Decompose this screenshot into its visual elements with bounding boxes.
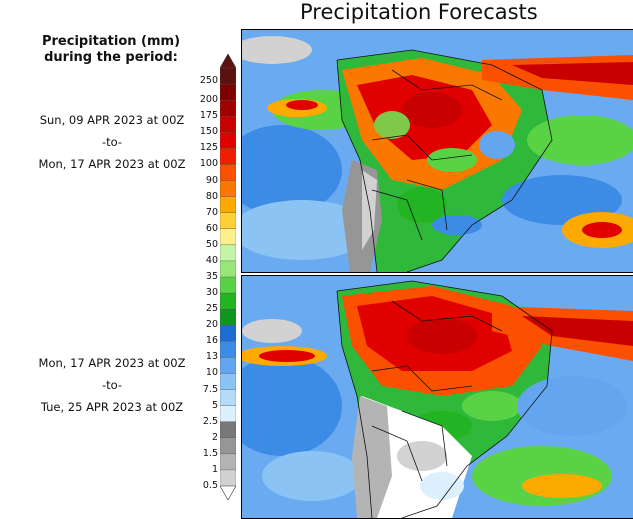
colorbar-swatch-90 <box>220 164 236 182</box>
colorbar-label-2.5: 2.5 <box>202 415 218 427</box>
colorbar-swatch-175 <box>220 99 236 117</box>
colorbar-swatch-40 <box>220 244 236 262</box>
colorbar-label-70: 70 <box>205 206 218 218</box>
period-2-start: Mon, 17 APR 2023 at 00Z <box>38 356 186 370</box>
period-1-start: Sun, 09 APR 2023 at 00Z <box>39 113 185 127</box>
colorbar-swatch-2.5 <box>220 405 236 423</box>
colorbar-swatch-13 <box>220 341 236 358</box>
colorbar-swatch-35 <box>220 260 236 278</box>
forecast-map-period-1 <box>241 29 633 273</box>
colorbar-label-25: 25 <box>205 303 218 315</box>
legend-title-line-2: during the period: <box>44 50 178 65</box>
period-1-end: Mon, 17 APR 2023 at 00Z <box>38 157 186 171</box>
colorbar-swatch-7.5 <box>220 373 236 391</box>
colorbar-swatch-5 <box>220 389 236 407</box>
colorbar-swatch-125 <box>220 132 236 149</box>
colorbar-top-arrow <box>220 54 236 69</box>
colorbar-swatch-250 <box>220 67 236 85</box>
forecast-map-period-2 <box>241 275 633 519</box>
colorbar-label-50: 50 <box>205 238 218 250</box>
colorbar-swatch-60 <box>220 212 236 230</box>
colorbar-label-35: 35 <box>205 271 218 282</box>
colorbar-swatch-100 <box>220 148 236 165</box>
colorbar-label-250: 250 <box>199 75 218 87</box>
colorbar-label-175: 175 <box>199 110 218 122</box>
colorbar-label-150: 150 <box>199 126 218 138</box>
period-2-caption: Mon, 17 APR 2023 at 00Z -to- Tue, 25 APR… <box>24 352 200 418</box>
colorbar-label-200: 200 <box>199 94 218 106</box>
colorbar-swatch-1.5 <box>220 437 236 455</box>
colorbar-swatch-16 <box>220 325 236 342</box>
colorbar-swatch-80 <box>220 180 236 198</box>
colorbar-label-20: 20 <box>205 319 218 331</box>
colorbar-label-60: 60 <box>205 222 218 234</box>
page-title: Precipitation Forecasts <box>300 0 538 24</box>
colorbar-bottom-arrow <box>220 485 236 500</box>
color-scale-bar <box>220 54 236 500</box>
colorbar-label-125: 125 <box>199 142 218 154</box>
colorbar-label-30: 30 <box>205 287 218 299</box>
colorbar-label-10: 10 <box>205 367 218 379</box>
period-1-separator: -to- <box>101 135 123 149</box>
colorbar-label-1: 1 <box>211 463 218 475</box>
colorbar-swatch-2 <box>220 421 236 439</box>
legend-title: Precipitation (mm) during the period: <box>36 34 186 66</box>
colorbar-swatch-10 <box>220 357 236 374</box>
colorbar-swatch-50 <box>220 228 236 246</box>
colorbar-label-2: 2 <box>211 431 218 443</box>
colorbar-label-0.5: 0.5 <box>202 480 218 491</box>
colorbar-label-90: 90 <box>205 174 218 186</box>
colorbar-label-7.5: 7.5 <box>202 383 218 395</box>
period-2-end: Tue, 25 APR 2023 at 00Z <box>40 400 184 414</box>
colorbar-swatch-25 <box>220 292 236 310</box>
colorbar-label-80: 80 <box>205 190 218 202</box>
legend-title-line-1: Precipitation (mm) <box>41 34 181 49</box>
colorbar-swatch-150 <box>220 116 236 133</box>
colorbar-swatch-1 <box>220 453 236 471</box>
colorbar-swatch-30 <box>220 276 236 294</box>
period-1-caption: Sun, 09 APR 2023 at 00Z -to- Mon, 17 APR… <box>24 109 200 175</box>
colorbar-label-100: 100 <box>199 158 218 170</box>
colorbar-label-13: 13 <box>205 351 218 363</box>
period-2-separator: -to- <box>101 378 123 392</box>
colorbar-swatch-200 <box>220 83 236 101</box>
colorbar-swatch-20 <box>220 308 236 326</box>
colorbar-swatch-0.5 <box>220 469 236 487</box>
colorbar-swatch-70 <box>220 196 236 214</box>
colorbar-label-1.5: 1.5 <box>202 447 218 459</box>
colorbar-label-16: 16 <box>205 335 218 347</box>
colorbar-label-40: 40 <box>205 254 218 266</box>
colorbar-label-5: 5 <box>211 399 218 411</box>
